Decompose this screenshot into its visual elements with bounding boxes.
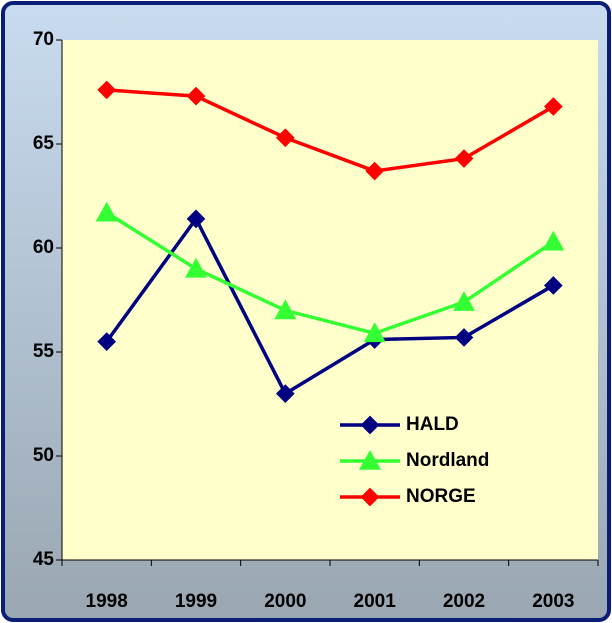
- x-tick-label: 1998: [86, 591, 128, 612]
- data-point: [543, 276, 563, 295]
- data-point: [97, 332, 117, 351]
- legend-marker: [360, 487, 380, 507]
- series-line: [105, 215, 555, 397]
- y-tick-label: 65: [33, 133, 55, 154]
- data-point: [275, 128, 295, 148]
- y-tick-label: 50: [33, 445, 54, 466]
- y-tick-label: 45: [33, 549, 55, 570]
- series-line: [106, 88, 555, 173]
- data-point: [274, 299, 297, 320]
- legend-label: NORGE: [406, 486, 476, 507]
- data-point: [454, 149, 474, 168]
- legend-marker: [360, 415, 380, 435]
- data-point: [454, 328, 474, 347]
- x-tick-label: 2002: [443, 591, 485, 612]
- data-point: [186, 209, 206, 229]
- legend-label: Nordland: [406, 450, 489, 471]
- x-tick-label: 2001: [354, 591, 397, 612]
- data-point: [275, 384, 295, 403]
- y-tick-label: 55: [33, 341, 55, 362]
- y-tick-label: 60: [33, 237, 54, 258]
- data-point: [185, 257, 207, 278]
- plot-area: [62, 40, 598, 560]
- legend-marker: [359, 450, 381, 470]
- y-tick-label: 70: [33, 29, 54, 50]
- data-point: [186, 86, 206, 106]
- data-point: [365, 161, 385, 181]
- data-point: [543, 97, 563, 116]
- x-tick-label: 2003: [532, 591, 574, 612]
- data-point: [363, 322, 386, 343]
- x-tick-label: 2000: [264, 591, 306, 612]
- data-point: [95, 201, 118, 222]
- series-line: [105, 211, 555, 336]
- data-point: [542, 230, 565, 251]
- legend-label: HALD: [406, 414, 459, 435]
- data-point: [97, 80, 117, 100]
- x-tick-label: 1999: [175, 591, 217, 612]
- data-point: [453, 291, 475, 311]
